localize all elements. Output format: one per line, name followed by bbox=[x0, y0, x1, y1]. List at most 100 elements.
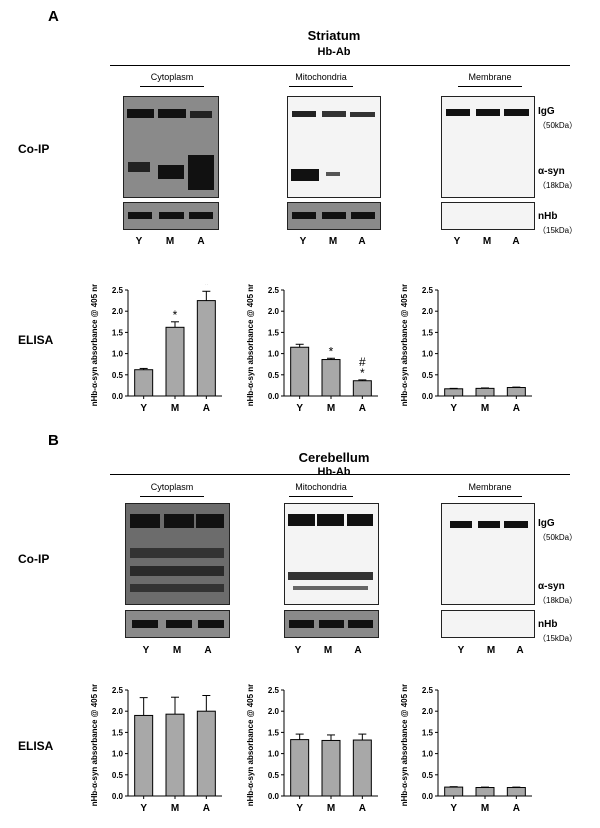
y-tick-label: 0.0 bbox=[422, 392, 434, 401]
y-tick-label: 0.0 bbox=[268, 392, 280, 401]
panel-a-marker-nhb-kda: （15kDa） bbox=[538, 226, 578, 235]
panel-a-mem-lane-a: A bbox=[512, 236, 520, 247]
y-tick-label: 2.5 bbox=[112, 686, 124, 695]
panel-b-mem-lane-y: Y bbox=[457, 645, 465, 656]
bar bbox=[165, 326, 185, 397]
panel-a-marker-igg: IgG bbox=[538, 106, 555, 117]
blot-a-cytoplasm-coip bbox=[123, 96, 219, 198]
y-tick-label: 1.0 bbox=[112, 750, 124, 759]
panel-a-mem-lane-y: Y bbox=[453, 236, 461, 247]
x-tick-label: Y bbox=[450, 803, 457, 814]
panel-b-fraction-cytoplasm: Cytoplasm bbox=[150, 482, 194, 492]
panel-b-antibody: Hb-Ab bbox=[317, 466, 351, 478]
bar bbox=[352, 380, 372, 397]
y-tick-label: 1.5 bbox=[422, 728, 434, 737]
x-tick-label: M bbox=[481, 803, 489, 814]
y-tick-label: 2.5 bbox=[112, 286, 124, 295]
panel-a-mem-lane-m: M bbox=[482, 236, 492, 247]
x-tick-label: M bbox=[481, 403, 489, 414]
significance-marker: * bbox=[329, 344, 334, 358]
x-tick-label: Y bbox=[296, 403, 303, 414]
y-tick-label: 1.0 bbox=[112, 350, 124, 359]
y-tick-label: 0.5 bbox=[112, 771, 124, 780]
x-tick-label: Y bbox=[296, 803, 303, 814]
x-tick-label: M bbox=[327, 403, 335, 414]
panel-a-mito-lane-m: M bbox=[328, 236, 338, 247]
blot-a-mitochondria-nhb bbox=[287, 202, 381, 230]
panel-b-underline-cyto bbox=[140, 496, 204, 497]
panel-b-underline-mem bbox=[458, 496, 522, 497]
panel-a-marker-nhb: nHb bbox=[538, 211, 558, 222]
panel-b-mito-lane-a: A bbox=[354, 645, 362, 656]
y-tick-label: 2.0 bbox=[268, 707, 280, 716]
panel-a-underline-cyto bbox=[140, 86, 204, 87]
y-tick-label: 0.0 bbox=[112, 792, 124, 801]
panel-b-fraction-membrane: Membrane bbox=[468, 482, 512, 492]
bar bbox=[321, 359, 341, 397]
bar bbox=[444, 786, 464, 797]
panel-b-marker-asyn: α-syn bbox=[538, 581, 565, 592]
panel-b-marker-asyn-kda: （18kDa） bbox=[538, 596, 578, 605]
panel-a-mito-lane-a: A bbox=[358, 236, 366, 247]
elisa-chart-b-mitochondria: nHb-α-syn absorbance @ 405 nm 0.0 0.5 1.0 1.… bbox=[246, 684, 378, 814]
panel-a-elisa-label: ELISA bbox=[18, 333, 54, 347]
panel-b-marker-nhb: nHb bbox=[538, 619, 558, 630]
elisa-chart-a-mitochondria: nHb-α-syn absorbance @ 405 nm 0.0 0.5 1.0 1.… bbox=[246, 284, 378, 414]
panel-a-marker-asyn: α-syn bbox=[538, 166, 565, 177]
panel-a-header-rule bbox=[110, 65, 570, 66]
bar bbox=[475, 787, 495, 797]
y-axis-label: nHb-α-syn absorbance @ 405 nm bbox=[246, 684, 255, 806]
bar bbox=[196, 300, 216, 397]
panel-a-marker-igg-kda: （50kDa） bbox=[538, 121, 578, 130]
y-axis-label: nHb-α-syn absorbance @ 405 nm bbox=[90, 684, 99, 806]
blot-a-mitochondria-coip bbox=[287, 96, 381, 198]
panel-b-marker-igg-kda: （50kDa） bbox=[538, 533, 578, 542]
blot-a-membrane-coip bbox=[441, 96, 535, 198]
panel-a-fraction-cytoplasm: Cytoplasm bbox=[150, 72, 194, 82]
bar bbox=[321, 739, 341, 797]
y-axis-label: nHb-α-syn absorbance @ 405 nm bbox=[246, 284, 255, 406]
y-tick-label: 0.0 bbox=[112, 392, 124, 401]
y-tick-label: 1.5 bbox=[112, 728, 124, 737]
panel-a-fraction-mitochondria: Mitochondria bbox=[295, 72, 347, 82]
panel-a-cyto-lane-m: M bbox=[165, 236, 175, 247]
panel-b-letter: B bbox=[48, 432, 59, 449]
y-axis-label: nHb-α-syn absorbance @ 405 nm bbox=[400, 284, 409, 406]
y-tick-label: 1.0 bbox=[422, 350, 434, 359]
y-tick-label: 0.5 bbox=[268, 771, 280, 780]
x-tick-label: M bbox=[171, 403, 179, 414]
significance-marker: * bbox=[360, 366, 365, 380]
x-tick-label: M bbox=[327, 803, 335, 814]
elisa-chart-b-cytoplasm: nHb-α-syn absorbance @ 405 nm 0.0 0.5 1.0 1.… bbox=[90, 684, 222, 814]
panel-a-letter: A bbox=[48, 8, 59, 25]
y-axis-label: nHb-α-syn absorbance @ 405 nm bbox=[400, 684, 409, 806]
y-tick-label: 1.0 bbox=[268, 750, 280, 759]
y-tick-label: 2.0 bbox=[422, 707, 434, 716]
y-tick-label: 0.0 bbox=[422, 792, 434, 801]
bar bbox=[352, 739, 372, 797]
bar bbox=[134, 714, 154, 797]
y-tick-label: 2.0 bbox=[112, 307, 124, 316]
panel-b-header-rule bbox=[110, 474, 570, 475]
significance-marker: # bbox=[359, 355, 366, 369]
y-tick-label: 1.5 bbox=[268, 328, 280, 337]
x-tick-label: M bbox=[171, 803, 179, 814]
panel-b-mito-lane-m: M bbox=[323, 645, 333, 656]
elisa-chart-a-membrane: nHb-α-syn absorbance @ 405 nm 0.0 0.5 1.0 1.… bbox=[400, 284, 532, 414]
panel-a-marker-asyn-kda: （18kDa） bbox=[538, 181, 578, 190]
y-tick-label: 1.5 bbox=[112, 328, 124, 337]
blot-b-cytoplasm-nhb bbox=[125, 610, 230, 638]
panel-b-underline-mito bbox=[289, 496, 353, 497]
bar bbox=[506, 387, 526, 397]
panel-a-cyto-lane-a: A bbox=[197, 236, 205, 247]
x-tick-label: A bbox=[203, 403, 210, 414]
panel-a-underline-mito bbox=[289, 86, 353, 87]
y-tick-label: 1.5 bbox=[268, 728, 280, 737]
y-tick-label: 1.5 bbox=[422, 328, 434, 337]
x-tick-label: A bbox=[359, 403, 366, 414]
panel-a-underline-mem bbox=[458, 86, 522, 87]
panel-a-cyto-lane-y: Y bbox=[135, 236, 143, 247]
panel-a-fraction-membrane: Membrane bbox=[468, 72, 512, 82]
blot-a-cytoplasm-nhb bbox=[123, 202, 219, 230]
panel-b-region-title: Cerebellum bbox=[298, 450, 370, 465]
